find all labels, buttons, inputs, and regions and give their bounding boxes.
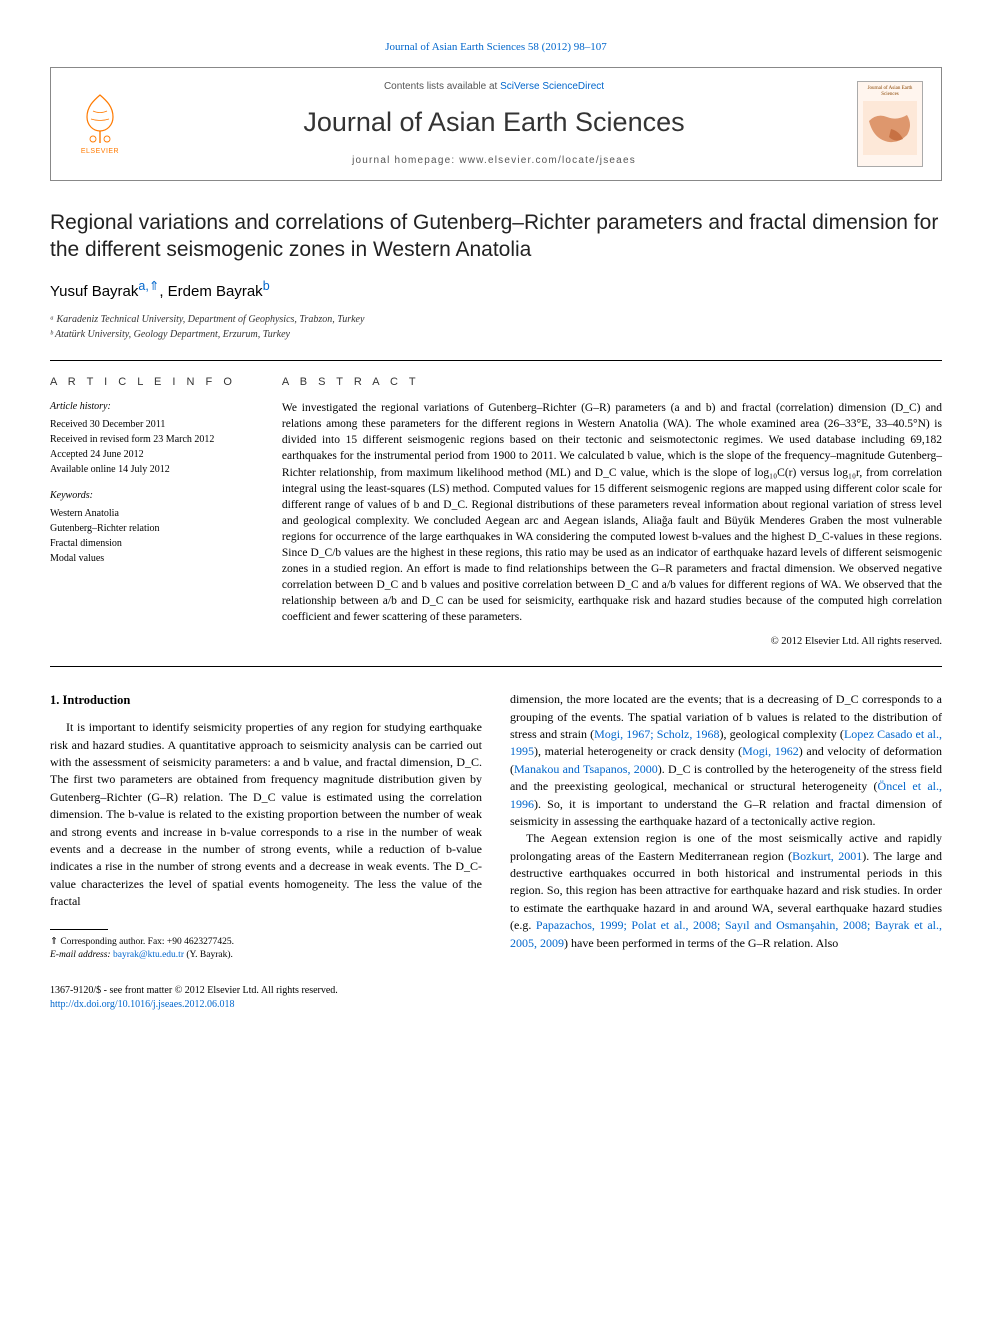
abstract-text: We investigated the regional variations … (282, 400, 942, 625)
contents-line: Contents lists available at SciVerse Sci… (151, 80, 837, 94)
text: ). So, it is important to understand the… (510, 797, 942, 828)
bottom-left: 1367-9120/$ - see front matter © 2012 El… (50, 984, 338, 1012)
history-line: Received in revised form 23 March 2012 (50, 432, 260, 447)
doi-link[interactable]: http://dx.doi.org/10.1016/j.jseaes.2012.… (50, 999, 235, 1010)
history-heading: Article history: (50, 400, 260, 414)
author-1-corr-link[interactable]: ⇑ (149, 279, 159, 293)
affiliation-b: ᵇ Atatürk University, Geology Department… (50, 327, 942, 342)
body-columns: 1. Introduction It is important to ident… (50, 691, 942, 962)
journal-name: Journal of Asian Earth Sciences (151, 104, 837, 142)
affiliation-a: ᵃ Karadeniz Technical University, Depart… (50, 312, 942, 327)
ref-link[interactable]: Mogi, 1962 (742, 744, 799, 758)
text: ), geological complexity ( (720, 727, 844, 741)
abstract-block: A B S T R A C T We investigated the regi… (282, 375, 942, 650)
article-info-left: A R T I C L E I N F O Article history: R… (50, 375, 282, 650)
keyword: Modal values (50, 551, 260, 566)
footnote-email-line: E-mail address: bayrak@ktu.edu.tr (Y. Ba… (50, 949, 482, 962)
ref-link[interactable]: Mogi, 1967; Scholz, 1968 (594, 727, 719, 741)
keywords-list: Western Anatolia Gutenberg–Richter relat… (50, 506, 260, 566)
body-col-right: dimension, the more located are the even… (510, 691, 942, 962)
footnote-corresponding: ⇑ Corresponding author. Fax: +90 4623277… (50, 936, 482, 949)
journal-homepage: journal homepage: www.elsevier.com/locat… (151, 154, 837, 168)
ref-link[interactable]: Bozkurt, 2001 (792, 849, 862, 863)
history-line: Received 30 December 2011 (50, 417, 260, 432)
footnote-email-label: E-mail address: (50, 950, 113, 960)
keywords-heading: Keywords: (50, 489, 260, 503)
article-info-heading: A R T I C L E I N F O (50, 375, 260, 390)
issn-line: 1367-9120/$ - see front matter © 2012 El… (50, 984, 338, 998)
abstract-copyright: © 2012 Elsevier Ltd. All rights reserved… (282, 635, 942, 650)
intro-para-1: It is important to identify seismicity p… (50, 719, 482, 910)
body-col-left: 1. Introduction It is important to ident… (50, 691, 482, 962)
footnote-block: ⇑ Corresponding author. Fax: +90 4623277… (50, 936, 482, 963)
author-1: Yusuf Bayrak (50, 283, 138, 300)
intro-para-2: The Aegean extension region is one of th… (510, 830, 942, 952)
journal-cover-thumb: Journal of Asian Earth Sciences (857, 81, 923, 167)
keyword: Western Anatolia (50, 506, 260, 521)
sciencedirect-link[interactable]: SciVerse ScienceDirect (500, 81, 604, 92)
author-2-aff-link[interactable]: b (263, 279, 270, 293)
elsevier-label: ELSEVIER (81, 147, 119, 157)
elsevier-tree-icon (73, 91, 127, 145)
header-box: ELSEVIER Contents lists available at Sci… (50, 67, 942, 181)
history-line: Available online 14 July 2012 (50, 462, 260, 477)
contents-prefix: Contents lists available at (384, 81, 500, 92)
text: ), material heterogeneity or crack densi… (534, 744, 742, 758)
bottom-bar: 1367-9120/$ - see front matter © 2012 El… (50, 984, 942, 1012)
article-title: Regional variations and correlations of … (50, 209, 942, 264)
citation-link[interactable]: Journal of Asian Earth Sciences 58 (2012… (385, 41, 606, 53)
section-heading-intro: 1. Introduction (50, 691, 482, 709)
cover-map-icon (863, 101, 917, 155)
author-1-aff-link[interactable]: a, (138, 279, 148, 293)
article-info-row: A R T I C L E I N F O Article history: R… (50, 360, 942, 667)
keyword: Gutenberg–Richter relation (50, 521, 260, 536)
intro-para-1-cont: dimension, the more located are the even… (510, 691, 942, 830)
text: ) have been performed in terms of the G–… (564, 936, 838, 950)
history-line: Accepted 24 June 2012 (50, 447, 260, 462)
cover-title: Journal of Asian Earth Sciences (862, 86, 918, 97)
history-block: Received 30 December 2011 Received in re… (50, 417, 260, 477)
top-citation: Journal of Asian Earth Sciences 58 (2012… (50, 40, 942, 55)
author-2: , Erdem Bayrak (159, 283, 262, 300)
footnote-email-suffix: (Y. Bayrak). (184, 950, 233, 960)
ref-link[interactable]: Manakou and Tsapanos, 2000 (514, 762, 658, 776)
footnote-separator (50, 929, 108, 930)
keyword: Fractal dimension (50, 536, 260, 551)
elsevier-logo: ELSEVIER (69, 89, 131, 159)
header-center: Contents lists available at SciVerse Sci… (151, 80, 837, 168)
authors: Yusuf Bayraka,⇑, Erdem Bayrakb (50, 278, 942, 302)
abstract-heading: A B S T R A C T (282, 375, 942, 390)
footnote-email-link[interactable]: bayrak@ktu.edu.tr (113, 950, 184, 960)
affiliations: ᵃ Karadeniz Technical University, Depart… (50, 312, 942, 342)
